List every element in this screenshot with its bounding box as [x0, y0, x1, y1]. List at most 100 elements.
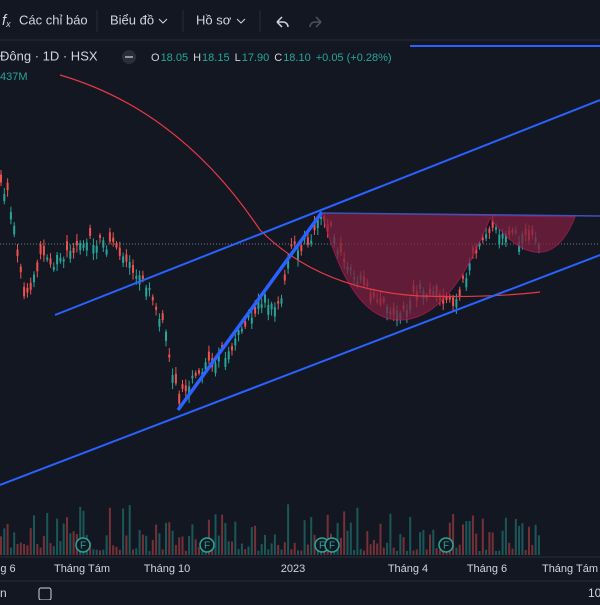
- chart-button[interactable]: Biểu đồ: [110, 12, 154, 27]
- volume-bar: [59, 541, 62, 555]
- time-label: 2023: [281, 563, 305, 575]
- candle-body: [310, 240, 313, 244]
- volume-bar: [415, 549, 418, 555]
- volume-bar: [303, 520, 306, 555]
- volume-bar: [501, 530, 504, 555]
- candle-body: [481, 237, 484, 241]
- event-marker[interactable]: [438, 537, 454, 553]
- volume-bar: [267, 549, 270, 555]
- channel-upper: [54, 99, 600, 316]
- volume-bar: [99, 550, 101, 555]
- bottom-right-label: 10: [588, 586, 600, 600]
- volume-bar: [141, 534, 144, 555]
- candle-body: [112, 237, 115, 242]
- ohlc-value: 18.15: [202, 52, 230, 64]
- volume-bar: [89, 542, 92, 555]
- symbol-label: Đông · 1D · HSX: [0, 48, 98, 63]
- volume-bar: [174, 544, 177, 555]
- candle-body: [204, 362, 207, 370]
- indicators-button[interactable]: Các chỉ báo: [19, 12, 88, 27]
- candle-body: [207, 351, 210, 361]
- volume-bar: [481, 518, 484, 555]
- candle-body: [141, 275, 144, 280]
- candle-body: [290, 244, 293, 247]
- volume-bar: [534, 524, 537, 555]
- volume-bar: [194, 539, 197, 555]
- volume-bar: [33, 515, 35, 555]
- event-marker[interactable]: [199, 537, 215, 553]
- candle-body: [184, 385, 187, 392]
- time-label: Tháng Tám: [54, 563, 110, 575]
- candle-body: [178, 393, 181, 404]
- candle-body: [297, 250, 299, 260]
- volume-bar: [488, 532, 491, 555]
- time-label: Tháng 4: [388, 563, 428, 575]
- candle-body: [287, 259, 290, 269]
- ohlc-key: H: [193, 52, 201, 64]
- candle-body: [277, 301, 280, 304]
- volume-bar: [396, 550, 398, 555]
- volume-bar: [168, 522, 171, 555]
- volume-bar: [438, 549, 441, 555]
- undo-button[interactable]: [276, 16, 289, 28]
- candle-body: [135, 275, 138, 279]
- volume-bar: [39, 547, 42, 555]
- volume-bar: [359, 548, 362, 555]
- volume-bar: [145, 535, 148, 555]
- candle-body: [273, 307, 276, 317]
- candle-body: [498, 234, 501, 244]
- candle-body: [79, 242, 82, 251]
- redo-button[interactable]: [309, 16, 322, 28]
- candle-body: [244, 321, 247, 327]
- volume-bar: [3, 528, 6, 555]
- time-label: Tháng Tám: [542, 563, 598, 575]
- candle-body: [122, 256, 125, 263]
- volume-bar: [178, 537, 181, 555]
- candle-body: [300, 245, 303, 252]
- volume-bar: [128, 505, 131, 555]
- candle-body: [56, 255, 59, 265]
- candle-body: [99, 235, 101, 238]
- chevron: [158, 18, 168, 24]
- candle-body: [465, 278, 468, 288]
- candle-body: [468, 263, 471, 271]
- candle-body: [26, 287, 29, 293]
- volume-bar: [112, 545, 115, 555]
- volume-bar: [372, 540, 375, 555]
- candle-body: [452, 297, 455, 306]
- volume-bar: [155, 524, 158, 555]
- time-label: g 6: [0, 563, 15, 575]
- volume-bar: [316, 550, 319, 555]
- volume-bar: [198, 547, 200, 555]
- fx-icon[interactable]: fx: [2, 12, 11, 29]
- volume-bar: [465, 521, 468, 555]
- volume-bar: [491, 532, 494, 555]
- chevron: [236, 18, 246, 24]
- candle-body: [264, 294, 266, 303]
- volume-bar: [518, 525, 521, 555]
- volume-bar: [429, 534, 431, 555]
- volume-bar: [254, 525, 257, 555]
- volume-bar: [217, 535, 220, 555]
- volume-bar: [511, 548, 514, 555]
- volume-bar: [237, 549, 240, 555]
- profile-button[interactable]: Hồ sơ: [196, 12, 232, 27]
- event-marker[interactable]: [75, 537, 91, 553]
- candle-body: [19, 266, 22, 273]
- candle-body: [191, 375, 194, 379]
- ohlc-value: 18.05: [161, 52, 189, 64]
- event-marker[interactable]: [324, 537, 340, 553]
- volume-bar: [462, 524, 464, 555]
- candle-body: [138, 275, 141, 285]
- volume-bar: [273, 534, 276, 555]
- volume-bar: [6, 523, 9, 555]
- volume-bar: [402, 537, 405, 555]
- volume-bar: [260, 543, 263, 555]
- time-label: Tháng 6: [467, 563, 507, 575]
- candle-body: [9, 211, 12, 220]
- bottom-left-label: n: [0, 586, 7, 600]
- volume-bar: [326, 514, 329, 555]
- time-label: Tháng 10: [144, 563, 190, 575]
- volume-bar: [290, 549, 293, 555]
